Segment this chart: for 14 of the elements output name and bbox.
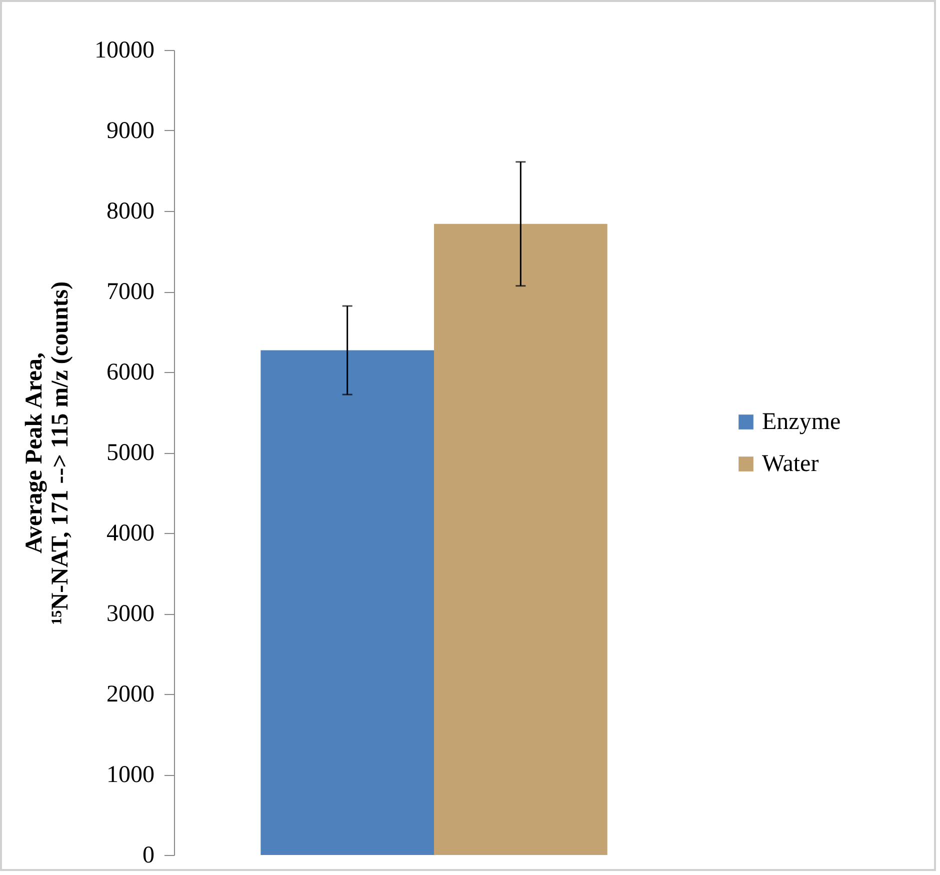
y-tick-label: 10000 xyxy=(94,38,154,64)
y-tick-label: 4000 xyxy=(106,520,154,546)
y-tick-label: 1000 xyxy=(106,762,154,788)
y-tick-label: 6000 xyxy=(106,360,154,386)
y-tick-label: 0 xyxy=(142,842,154,868)
y-axis-title: Average Peak Area, ¹⁵N-NAT, 171 --> 115 m/z (counts) xyxy=(22,281,74,625)
y-tick-label: 3000 xyxy=(106,601,154,627)
y-tick-label: 7000 xyxy=(106,279,154,305)
y-tick-label: 8000 xyxy=(106,198,154,224)
y-tick-label: 9000 xyxy=(106,118,154,144)
legend-label: Water xyxy=(762,451,819,477)
legend-label: Enzyme xyxy=(762,409,841,435)
y-tick-label: 2000 xyxy=(106,682,154,708)
y-tick-label: 5000 xyxy=(106,440,154,466)
